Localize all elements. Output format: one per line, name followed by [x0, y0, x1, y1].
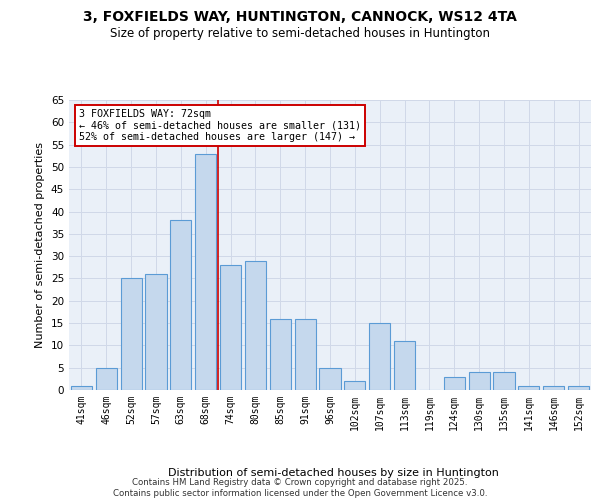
Bar [319, 368, 341, 390]
Text: 3, FOXFIELDS WAY, HUNTINGTON, CANNOCK, WS12 4TA: 3, FOXFIELDS WAY, HUNTINGTON, CANNOCK, W… [83, 10, 517, 24]
Bar [444, 376, 465, 390]
Text: Distribution of semi-detached houses by size in Huntington: Distribution of semi-detached houses by … [167, 468, 499, 477]
Bar [145, 274, 167, 390]
Bar [518, 386, 539, 390]
Y-axis label: Number of semi-detached properties: Number of semi-detached properties [35, 142, 46, 348]
Bar [121, 278, 142, 390]
Bar [568, 386, 589, 390]
Bar [170, 220, 191, 390]
Bar [96, 368, 117, 390]
Bar [71, 386, 92, 390]
Bar [543, 386, 564, 390]
Bar [394, 341, 415, 390]
Bar [195, 154, 216, 390]
Bar [344, 381, 365, 390]
Text: Contains HM Land Registry data © Crown copyright and database right 2025.
Contai: Contains HM Land Registry data © Crown c… [113, 478, 487, 498]
Bar [270, 318, 291, 390]
Text: 3 FOXFIELDS WAY: 72sqm
← 46% of semi-detached houses are smaller (131)
52% of se: 3 FOXFIELDS WAY: 72sqm ← 46% of semi-det… [79, 108, 361, 142]
Bar [369, 323, 390, 390]
Bar [295, 318, 316, 390]
Text: Size of property relative to semi-detached houses in Huntington: Size of property relative to semi-detach… [110, 28, 490, 40]
Bar [220, 265, 241, 390]
Bar [493, 372, 515, 390]
Bar [245, 260, 266, 390]
Bar [469, 372, 490, 390]
